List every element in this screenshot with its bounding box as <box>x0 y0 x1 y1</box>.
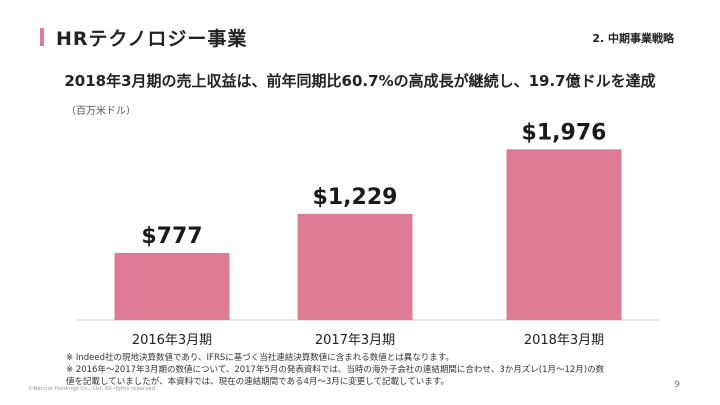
bar-value-label-1: $777 <box>141 224 202 249</box>
copyright: ©Recruit Holdings Co., Ltd. All rights r… <box>28 386 157 392</box>
unit-label: （百万米ドル） <box>66 106 136 117</box>
category-label-2: 2017年3月期 <box>315 333 395 348</box>
footnote-3: 値を記載していましたが、本資料では、現在の連結期間である4月～3月に変更して記載… <box>66 377 449 387</box>
bar-value-label-3: $1,976 <box>522 120 607 145</box>
section-title: HRテクノロジー事業 <box>56 28 248 50</box>
title-accent-bar <box>40 28 44 46</box>
section-tag: 2. 中期事業戦略 <box>592 32 674 45</box>
page-number: 9 <box>674 380 680 390</box>
bar-1 <box>114 252 230 320</box>
footnote-1: ※ Indeed社の現地決算数値であり、IFRSに基づく当社連結決算数値に含まれ… <box>66 353 454 363</box>
category-label-3: 2018年3月期 <box>524 333 604 348</box>
category-label-1: 2016年3月期 <box>132 333 212 348</box>
footnote-2: ※ 2016年～2017年3月期の数値について、2017年5月の発表資料では、当… <box>66 365 605 375</box>
bar-3 <box>506 149 622 320</box>
bar-value-label-2: $1,229 <box>313 185 398 210</box>
headline: 2018年3月期の売上収益は、前年同期比60.7%の高成長が継続し、19.7億ド… <box>64 72 656 90</box>
bar-2 <box>297 213 413 320</box>
